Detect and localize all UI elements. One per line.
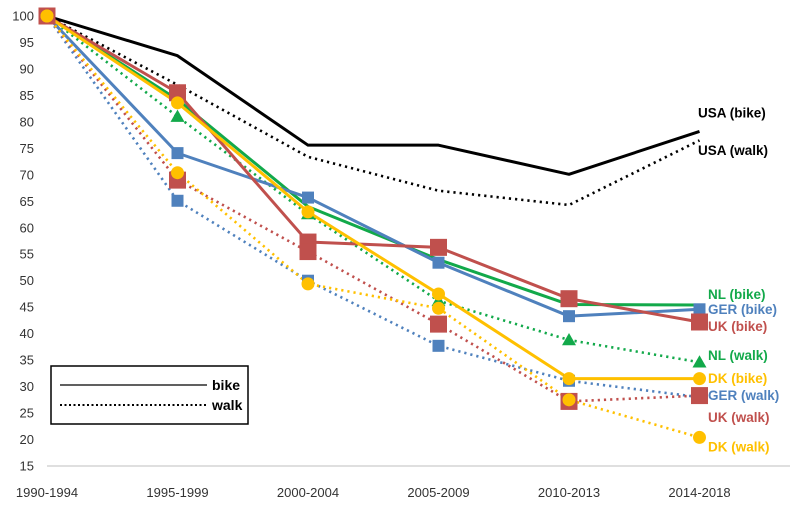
y-tick-label: 80 [20,114,34,129]
data-point-dk-bike [693,372,706,386]
data-point-ger-bike [302,191,314,204]
series-line-dk-walk [46,15,700,439]
x-tick-label: 2010-2013 [538,485,600,500]
data-point-ger-walk [432,339,445,352]
data-point-dk-walk [562,393,576,407]
end-label-nl-bike: NL (bike) [708,287,766,302]
y-tick-label: 25 [20,406,34,421]
data-point-dk-bike [432,287,445,301]
data-point-dk-walk [693,430,706,444]
end-label-uk-walk: UK (walk) [708,410,770,425]
series-line-usa-bike [46,14,700,176]
y-tick-label: 50 [20,273,34,288]
end-label-nl-walk: NL (walk) [708,348,768,363]
data-point-ger-bike [171,147,184,160]
data-point-uk-bike [169,84,186,102]
x-tick-label: 1990-1994 [16,485,78,500]
y-tick-label: 35 [20,353,34,368]
legend-walk-label: walk [211,397,243,413]
x-tick-label: 2005-2009 [407,485,469,500]
series-line-uk-walk [45,15,700,403]
legend: bike walk [50,365,249,425]
y-tick-label: 75 [20,141,34,156]
y-tick-label: 70 [20,167,34,182]
end-label-usa-bike: USA (bike) [698,105,766,120]
data-point-dk-walk [432,301,445,315]
end-label-dk-bike: DK (bike) [708,371,767,386]
series-line-dk-bike [46,14,700,381]
data-point-uk-walk [691,387,708,405]
y-tick-label: 100 [12,9,34,24]
axes: 15 20 25 30 35 40 45 50 55 60 65 70 75 80 85 90 95 100 199… [12,9,790,500]
data-point-uk-bike [691,313,708,331]
series-line-ger-bike [45,14,700,318]
end-label-ger-bike: GER (bike) [708,302,777,317]
y-tick-label: 90 [20,61,34,76]
series-line-nl-walk [46,14,700,364]
legend-bike-label: bike [212,377,240,393]
end-label-uk-bike: UK (bike) [708,319,767,334]
data-point-dk-walk [301,277,315,291]
data-point-ger-bike [693,303,706,316]
y-tick-label: 60 [20,220,34,235]
y-tick-label: 30 [20,379,34,394]
data-point-ger-bike [563,310,575,323]
x-tick-label: 1995-1999 [146,485,208,500]
y-tick-label: 40 [20,326,34,341]
markers-layer [38,7,708,444]
data-point-uk-bike [560,290,578,308]
data-point-ger-walk [171,194,184,207]
data-point-dk-walk [40,9,54,23]
end-labels: USA (bike) USA (walk) NL (bike)GER (bike) U… [698,105,779,454]
end-label-ger-walk: GER (walk) [708,388,779,403]
data-point-uk-bike [430,238,447,256]
data-point-dk-walk [171,166,184,180]
series-line-uk-bike [46,14,700,324]
legend-box [50,365,249,425]
y-tick-label: 45 [20,300,34,315]
data-point-dk-bike [562,372,576,386]
series-line-ger-walk [45,15,700,399]
y-tick-label: 85 [20,88,34,103]
data-point-dk-bike [171,96,184,110]
x-tick-label: 2014-2018 [668,485,730,500]
data-point-ger-bike [432,256,445,269]
data-point-nl-walk [692,355,707,368]
y-tick-label: 55 [20,247,34,262]
series-line-nl-bike [46,14,700,307]
y-tick-label: 95 [20,35,34,50]
data-point-nl-walk [562,333,576,346]
end-label-usa-walk: USA (walk) [698,143,768,158]
series-layer [45,14,701,439]
data-point-uk-walk [299,243,317,261]
end-label-dk-walk: DK (walk) [708,439,770,454]
data-point-dk-bike [301,205,315,219]
x-tick-label: 2000-2004 [277,485,339,500]
y-tick-label: 65 [20,194,34,209]
y-tick-label: 20 [20,432,34,447]
data-point-uk-walk [430,315,447,333]
data-point-nl-walk [170,109,185,122]
y-tick-label: 15 [20,459,34,474]
